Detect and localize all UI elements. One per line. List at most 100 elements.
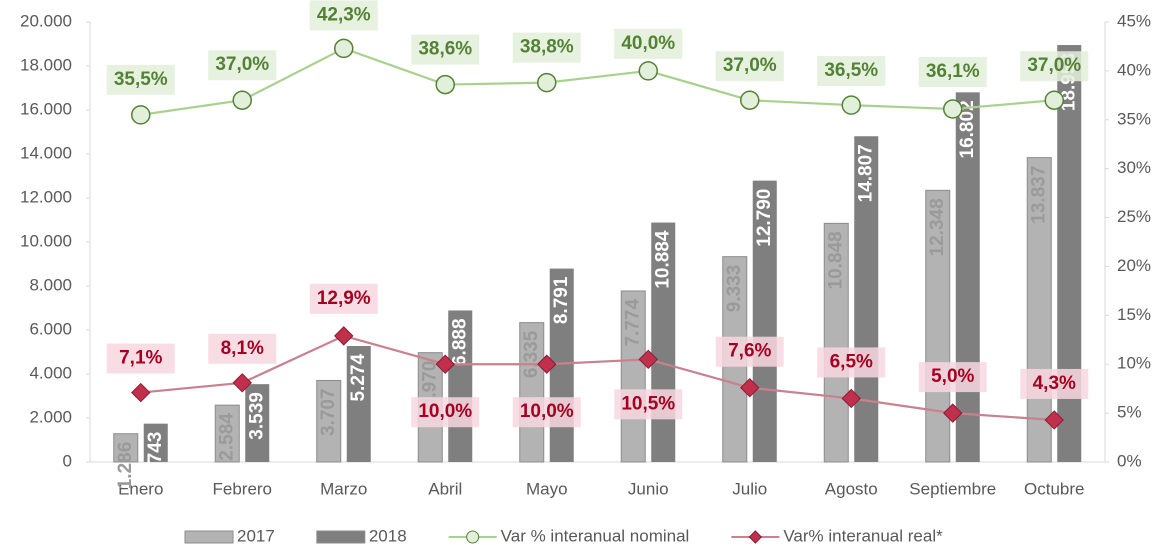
y2-tick-label: 0% bbox=[1117, 451, 1142, 470]
line-value-label: 37,0% bbox=[1027, 55, 1081, 76]
legend-marker bbox=[466, 530, 480, 544]
value-label-bg bbox=[208, 333, 277, 364]
y-tick-label: 16.000 bbox=[20, 99, 72, 118]
bar bbox=[448, 310, 473, 462]
line-value-label: 12,9% bbox=[317, 288, 371, 309]
y-tick-label: 12.000 bbox=[20, 187, 72, 206]
bar bbox=[113, 433, 139, 463]
bar-value-label: 9.333 bbox=[724, 265, 745, 313]
bar bbox=[1026, 157, 1052, 463]
value-label-bg bbox=[614, 389, 683, 420]
line-value-label: 40,0% bbox=[621, 33, 675, 54]
marker bbox=[131, 382, 151, 403]
x-tick-label: Enero bbox=[118, 479, 163, 498]
line-value-label: 6,5% bbox=[830, 351, 873, 372]
y-tick-label: 14.000 bbox=[20, 143, 72, 162]
marker bbox=[435, 354, 455, 374]
line-value-label: 36,5% bbox=[824, 60, 878, 81]
y2-tick-label: 15% bbox=[1117, 305, 1151, 324]
bar-value-label: 6.335 bbox=[521, 330, 542, 378]
marker bbox=[435, 74, 455, 95]
bar bbox=[651, 222, 676, 462]
x-tick-label: Mayo bbox=[526, 479, 568, 498]
x-tick-label: Abril bbox=[428, 479, 462, 498]
y-tick-label: 10.000 bbox=[20, 231, 72, 250]
bar-value-label: 1.286 bbox=[115, 442, 136, 490]
value-label-bg bbox=[512, 397, 581, 428]
y-tick-label: 18.000 bbox=[20, 55, 72, 74]
y-tick-label: 2.000 bbox=[29, 407, 72, 426]
bar-value-label: 8.791 bbox=[551, 276, 572, 324]
bar bbox=[854, 136, 879, 462]
marker bbox=[1044, 90, 1064, 110]
value-label-bg bbox=[715, 51, 784, 82]
line-value-label: 37,0% bbox=[215, 54, 269, 75]
y2-tick-label: 10% bbox=[1117, 354, 1151, 373]
x-tick-label: Septiembre bbox=[909, 479, 996, 498]
line-value-label: 37,0% bbox=[723, 55, 777, 76]
value-label-bg bbox=[1020, 51, 1089, 82]
bar-value-label: 4.970 bbox=[419, 361, 440, 409]
x-tick-label: Julio bbox=[732, 479, 767, 498]
line-value-label: 10,0% bbox=[520, 401, 574, 422]
y2-tick-label: 5% bbox=[1117, 403, 1142, 422]
bar-value-label: 16.802 bbox=[957, 100, 978, 158]
line-value-label: 10,5% bbox=[621, 393, 675, 414]
bar-value-label: 7.774 bbox=[622, 299, 643, 347]
value-label-bg bbox=[106, 343, 175, 374]
bar bbox=[346, 345, 371, 462]
value-label-bg bbox=[715, 336, 784, 367]
line-value-label: 7,6% bbox=[728, 341, 771, 362]
bar-value-label: 10.848 bbox=[825, 231, 846, 289]
value-label-bg bbox=[411, 34, 480, 65]
marker bbox=[537, 354, 557, 374]
x-tick-label: Marzo bbox=[320, 479, 367, 498]
bar-value-label: 10.884 bbox=[652, 230, 673, 289]
bar bbox=[955, 92, 980, 462]
bar bbox=[925, 189, 951, 463]
bar-value-label: 12.348 bbox=[927, 198, 948, 256]
line bbox=[140, 334, 1055, 422]
bar bbox=[143, 423, 168, 462]
value-label-bg bbox=[614, 28, 683, 59]
marker bbox=[232, 90, 252, 110]
line-value-label: 4,3% bbox=[1033, 373, 1076, 394]
line-value-label: 38,6% bbox=[418, 39, 472, 60]
value-label-bg bbox=[309, 0, 378, 31]
x-tick-label: Febrero bbox=[212, 479, 272, 498]
line-value-label: 5,0% bbox=[931, 366, 974, 387]
marker bbox=[537, 72, 557, 93]
marker bbox=[943, 403, 963, 423]
marker bbox=[1044, 410, 1064, 430]
bar bbox=[316, 379, 342, 463]
marker bbox=[841, 95, 861, 115]
legend-swatch bbox=[316, 530, 366, 544]
marker bbox=[638, 61, 658, 81]
bar bbox=[519, 322, 545, 463]
marker bbox=[334, 326, 354, 346]
bar-value-label: 12.790 bbox=[754, 189, 775, 247]
bar bbox=[214, 404, 240, 463]
y2-tick-label: 30% bbox=[1117, 158, 1151, 177]
line-value-label: 8,1% bbox=[221, 338, 264, 359]
bar bbox=[245, 384, 270, 462]
bar-value-label: 1.743 bbox=[145, 432, 166, 480]
bar bbox=[823, 222, 849, 463]
value-label-bg bbox=[512, 32, 581, 63]
bar bbox=[620, 290, 646, 463]
value-label-bg bbox=[411, 397, 480, 428]
value-label-bg bbox=[1020, 368, 1089, 399]
marker bbox=[740, 90, 760, 110]
y2-tick-label: 45% bbox=[1117, 11, 1151, 30]
legend-label: 2018 bbox=[369, 526, 407, 545]
value-label-bg bbox=[106, 64, 175, 95]
value-label-bg bbox=[817, 347, 886, 378]
legend-marker bbox=[748, 530, 763, 544]
marker bbox=[841, 388, 861, 409]
y-tick-label: 8.000 bbox=[29, 275, 72, 294]
x-tick-label: Agosto bbox=[825, 479, 878, 498]
line bbox=[140, 47, 1055, 116]
value-label-bg bbox=[918, 362, 987, 393]
bar-value-label: 3.539 bbox=[246, 392, 267, 440]
